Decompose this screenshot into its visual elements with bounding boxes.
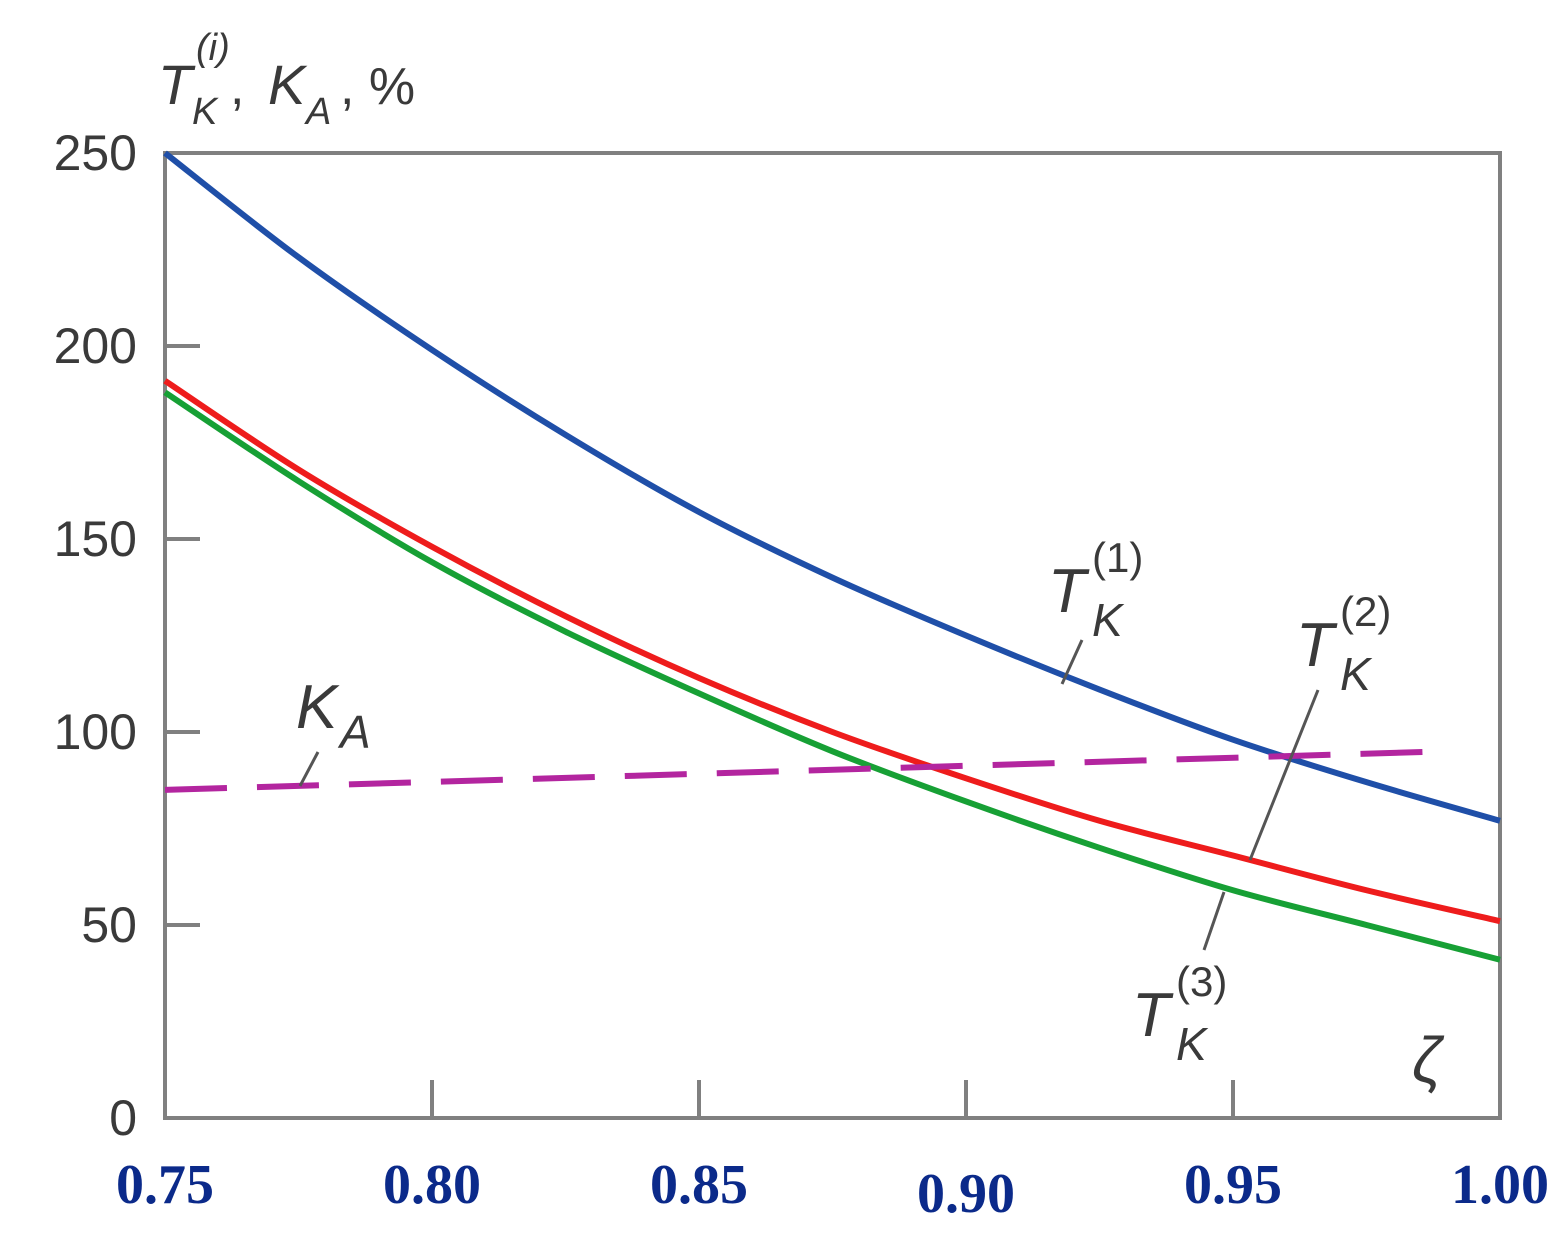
label-ka-leader xyxy=(298,751,320,787)
label-tk1-sup: (1) xyxy=(1092,534,1143,581)
series-labels: T K(1)T K(2)T K(3)K A xyxy=(296,534,1391,1070)
label-ka-sub: A xyxy=(337,706,371,758)
x-tick-label: 0.75 xyxy=(116,1154,214,1216)
y-tick-label: 200 xyxy=(54,318,137,374)
x-tick-label: 0.90 xyxy=(917,1163,1015,1225)
plot-area: 0 50 100 150 200 250 0.75 0.80 0.85 0.90 0.95 1.00 xyxy=(54,125,1549,1225)
series-ka-line xyxy=(164,748,1447,793)
label-tk3-leader xyxy=(1202,891,1226,951)
label-tk1-main: T xyxy=(1048,557,1090,626)
label-tk1-sub: K xyxy=(1092,594,1125,646)
y-label-main: T xyxy=(158,53,196,116)
y-label-sup: (i) xyxy=(196,27,230,69)
x-tick-label: 0.95 xyxy=(1184,1154,1282,1216)
label-tk3-sup: (3) xyxy=(1176,958,1227,1005)
y-tick-label: 100 xyxy=(54,704,137,760)
plot-frame xyxy=(163,151,1502,1120)
series-tk3-line xyxy=(163,389,1501,963)
x-tick-label: 1.00 xyxy=(1451,1154,1549,1216)
y-tick-label: 250 xyxy=(54,125,137,181)
label-tk2-sub: K xyxy=(1340,648,1373,700)
label-ka-main: K xyxy=(296,673,340,742)
y-label-sub: K xyxy=(192,91,219,133)
x-tick-label: 0.80 xyxy=(383,1154,481,1216)
x-label: ζ xyxy=(1412,1024,1445,1096)
y-label-unit: , % xyxy=(340,58,415,116)
x-tick-label: 0.85 xyxy=(650,1154,748,1216)
label-tk3-sub: K xyxy=(1176,1018,1209,1070)
y-tick-label: 50 xyxy=(81,897,137,953)
y-tick-label: 0 xyxy=(109,1090,137,1146)
y-tick-label: 150 xyxy=(54,511,137,567)
y-label-sep: , xyxy=(230,58,244,116)
label-tk2-leader xyxy=(1248,689,1320,861)
label-tk2-sup: (2) xyxy=(1340,588,1391,635)
series-tk2-line xyxy=(163,378,1501,925)
y-label-sub2: A xyxy=(304,91,331,133)
label-tk2-main: T xyxy=(1296,611,1338,680)
label-tk1-leader xyxy=(1060,639,1084,685)
y-label-main2: K xyxy=(268,53,308,116)
x-axis-label: ζ xyxy=(1412,1024,1445,1096)
label-tk3-main: T xyxy=(1132,981,1174,1050)
series-tk1-line xyxy=(163,150,1501,824)
